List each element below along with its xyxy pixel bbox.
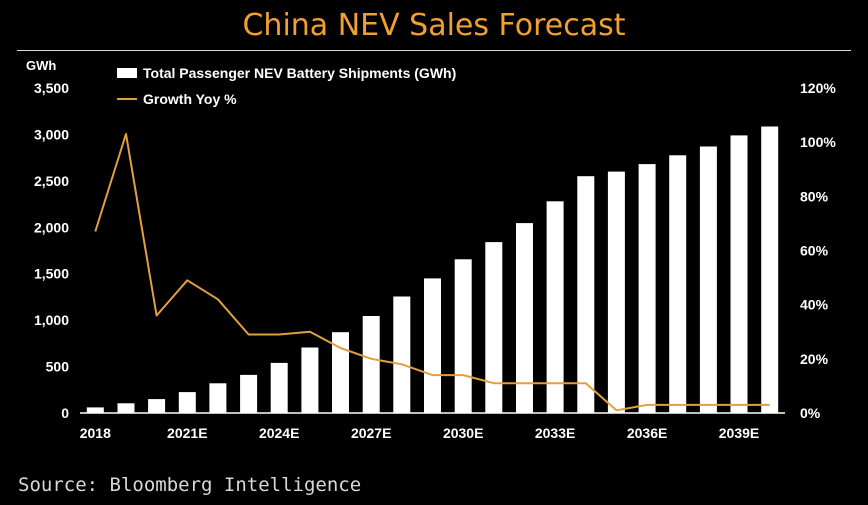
y2-tick-label: 120% bbox=[800, 80, 836, 96]
bar bbox=[730, 135, 748, 413]
x-tick-label: 2024E bbox=[259, 425, 299, 441]
line-layer bbox=[94, 133, 770, 412]
y2-tick-label: 0% bbox=[800, 405, 821, 421]
bar bbox=[393, 296, 411, 413]
y-tick-label: 3,500 bbox=[34, 80, 69, 96]
legend-bar-label: Total Passenger NEV Battery Shipments (G… bbox=[143, 65, 456, 81]
legend: Total Passenger NEV Battery Shipments (G… bbox=[117, 65, 456, 107]
y2-tick-label: 80% bbox=[800, 188, 829, 204]
chart-title: China NEV Sales Forecast bbox=[242, 8, 626, 43]
y-tick-label: 0 bbox=[61, 405, 69, 421]
bar bbox=[516, 223, 533, 413]
bar bbox=[209, 383, 227, 413]
y2-tick-label: 100% bbox=[800, 134, 836, 150]
y2-tick-label: 20% bbox=[800, 351, 829, 367]
y-tick-label: 1,000 bbox=[34, 312, 69, 328]
x-tick-label: 2018 bbox=[80, 425, 111, 441]
bar bbox=[424, 278, 441, 413]
x-tick-label: 2036E bbox=[627, 425, 667, 441]
title-divider bbox=[17, 50, 851, 51]
x-tick-label: 2030E bbox=[443, 425, 483, 441]
y-axis-unit-label: GWh bbox=[26, 58, 56, 73]
bar bbox=[638, 164, 656, 413]
axes-layer: 0 500 1,000 1,500 2,000 2,500 3,000 3,500 0% 20% 4… bbox=[34, 80, 836, 441]
y2-tick-label: 40% bbox=[800, 297, 829, 313]
y-tick-label: 3,000 bbox=[34, 126, 69, 142]
x-tick-label: 2039E bbox=[719, 425, 759, 441]
y-tick-label: 2,000 bbox=[34, 219, 69, 235]
bar bbox=[607, 171, 625, 413]
bar bbox=[454, 259, 472, 413]
bar bbox=[148, 399, 166, 413]
source-note: Source: Bloomberg Intelligence bbox=[18, 474, 362, 496]
bar bbox=[332, 332, 349, 413]
y-tick-label: 1,500 bbox=[34, 266, 69, 282]
bar bbox=[761, 126, 779, 413]
growth-line bbox=[94, 133, 770, 412]
y-tick-label: 500 bbox=[46, 359, 70, 375]
bar bbox=[86, 407, 104, 413]
bar bbox=[699, 146, 717, 413]
bars-layer bbox=[86, 126, 779, 414]
chart-area: 0 500 1,000 1,500 2,000 2,500 3,000 3,500 0% 20% 4… bbox=[26, 58, 836, 441]
bar bbox=[577, 176, 595, 413]
bar bbox=[270, 362, 288, 413]
x-tick-label: 2021E bbox=[167, 425, 207, 441]
y2-tick-label: 60% bbox=[800, 243, 829, 259]
bar bbox=[240, 374, 258, 413]
bar bbox=[669, 155, 687, 414]
legend-line-label: Growth Yoy % bbox=[143, 91, 237, 107]
bar bbox=[546, 201, 564, 413]
bar bbox=[485, 242, 503, 413]
bar bbox=[178, 392, 196, 413]
y-tick-label: 2,500 bbox=[34, 173, 69, 189]
bar bbox=[117, 403, 135, 414]
bar bbox=[362, 316, 380, 413]
bar bbox=[301, 347, 319, 413]
x-tick-label: 2027E bbox=[351, 425, 391, 441]
x-tick-label: 2033E bbox=[535, 425, 575, 441]
legend-bar-swatch bbox=[117, 68, 137, 78]
